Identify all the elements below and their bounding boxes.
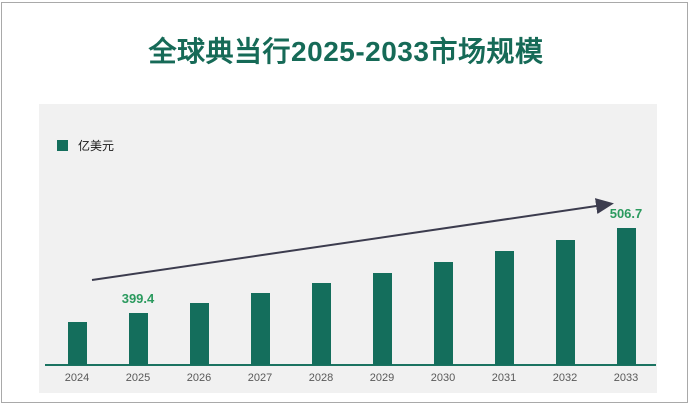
x-tick-2028: 2028 (308, 372, 334, 384)
legend: 亿美元 (57, 137, 114, 154)
value-label-2033: 506.7 (609, 206, 643, 221)
bar-2031 (494, 251, 514, 365)
bar-2024 (67, 322, 87, 365)
slide-frame-border (1, 2, 688, 403)
chart-title: 全球典当行2025-2033市场规模 (148, 36, 544, 67)
bar-2032 (555, 240, 575, 365)
x-tick-2033: 2033 (613, 372, 639, 384)
bar-chart-plot: 2024 2025 2026 2027 2028 2029 2030 2031 2032 2033… (39, 104, 657, 393)
bar-2028 (311, 283, 331, 365)
bar-2025 (128, 313, 148, 365)
bar-2033 (616, 228, 636, 365)
x-tick-2025: 2025 (125, 372, 151, 384)
legend-swatch-icon (57, 140, 68, 151)
x-axis-line (45, 364, 656, 366)
x-tick-2026: 2026 (186, 372, 212, 384)
bar-2026 (189, 303, 209, 365)
x-tick-2030: 2030 (430, 372, 456, 384)
x-tick-2024: 2024 (64, 372, 90, 384)
plot-panel: 亿美元 2024 2025 2026 2027 2028 2029 2030 2031 2032… (39, 104, 657, 393)
bar-2030 (433, 262, 453, 365)
bar-2027 (250, 293, 270, 365)
x-tick-2032: 2032 (552, 372, 578, 384)
x-tick-2027: 2027 (247, 372, 273, 384)
x-tick-2029: 2029 (369, 372, 395, 384)
legend-label: 亿美元 (78, 139, 115, 153)
bar-2029 (372, 273, 392, 365)
x-tick-2031: 2031 (491, 372, 517, 384)
value-label-2025: 399.4 (121, 291, 155, 306)
